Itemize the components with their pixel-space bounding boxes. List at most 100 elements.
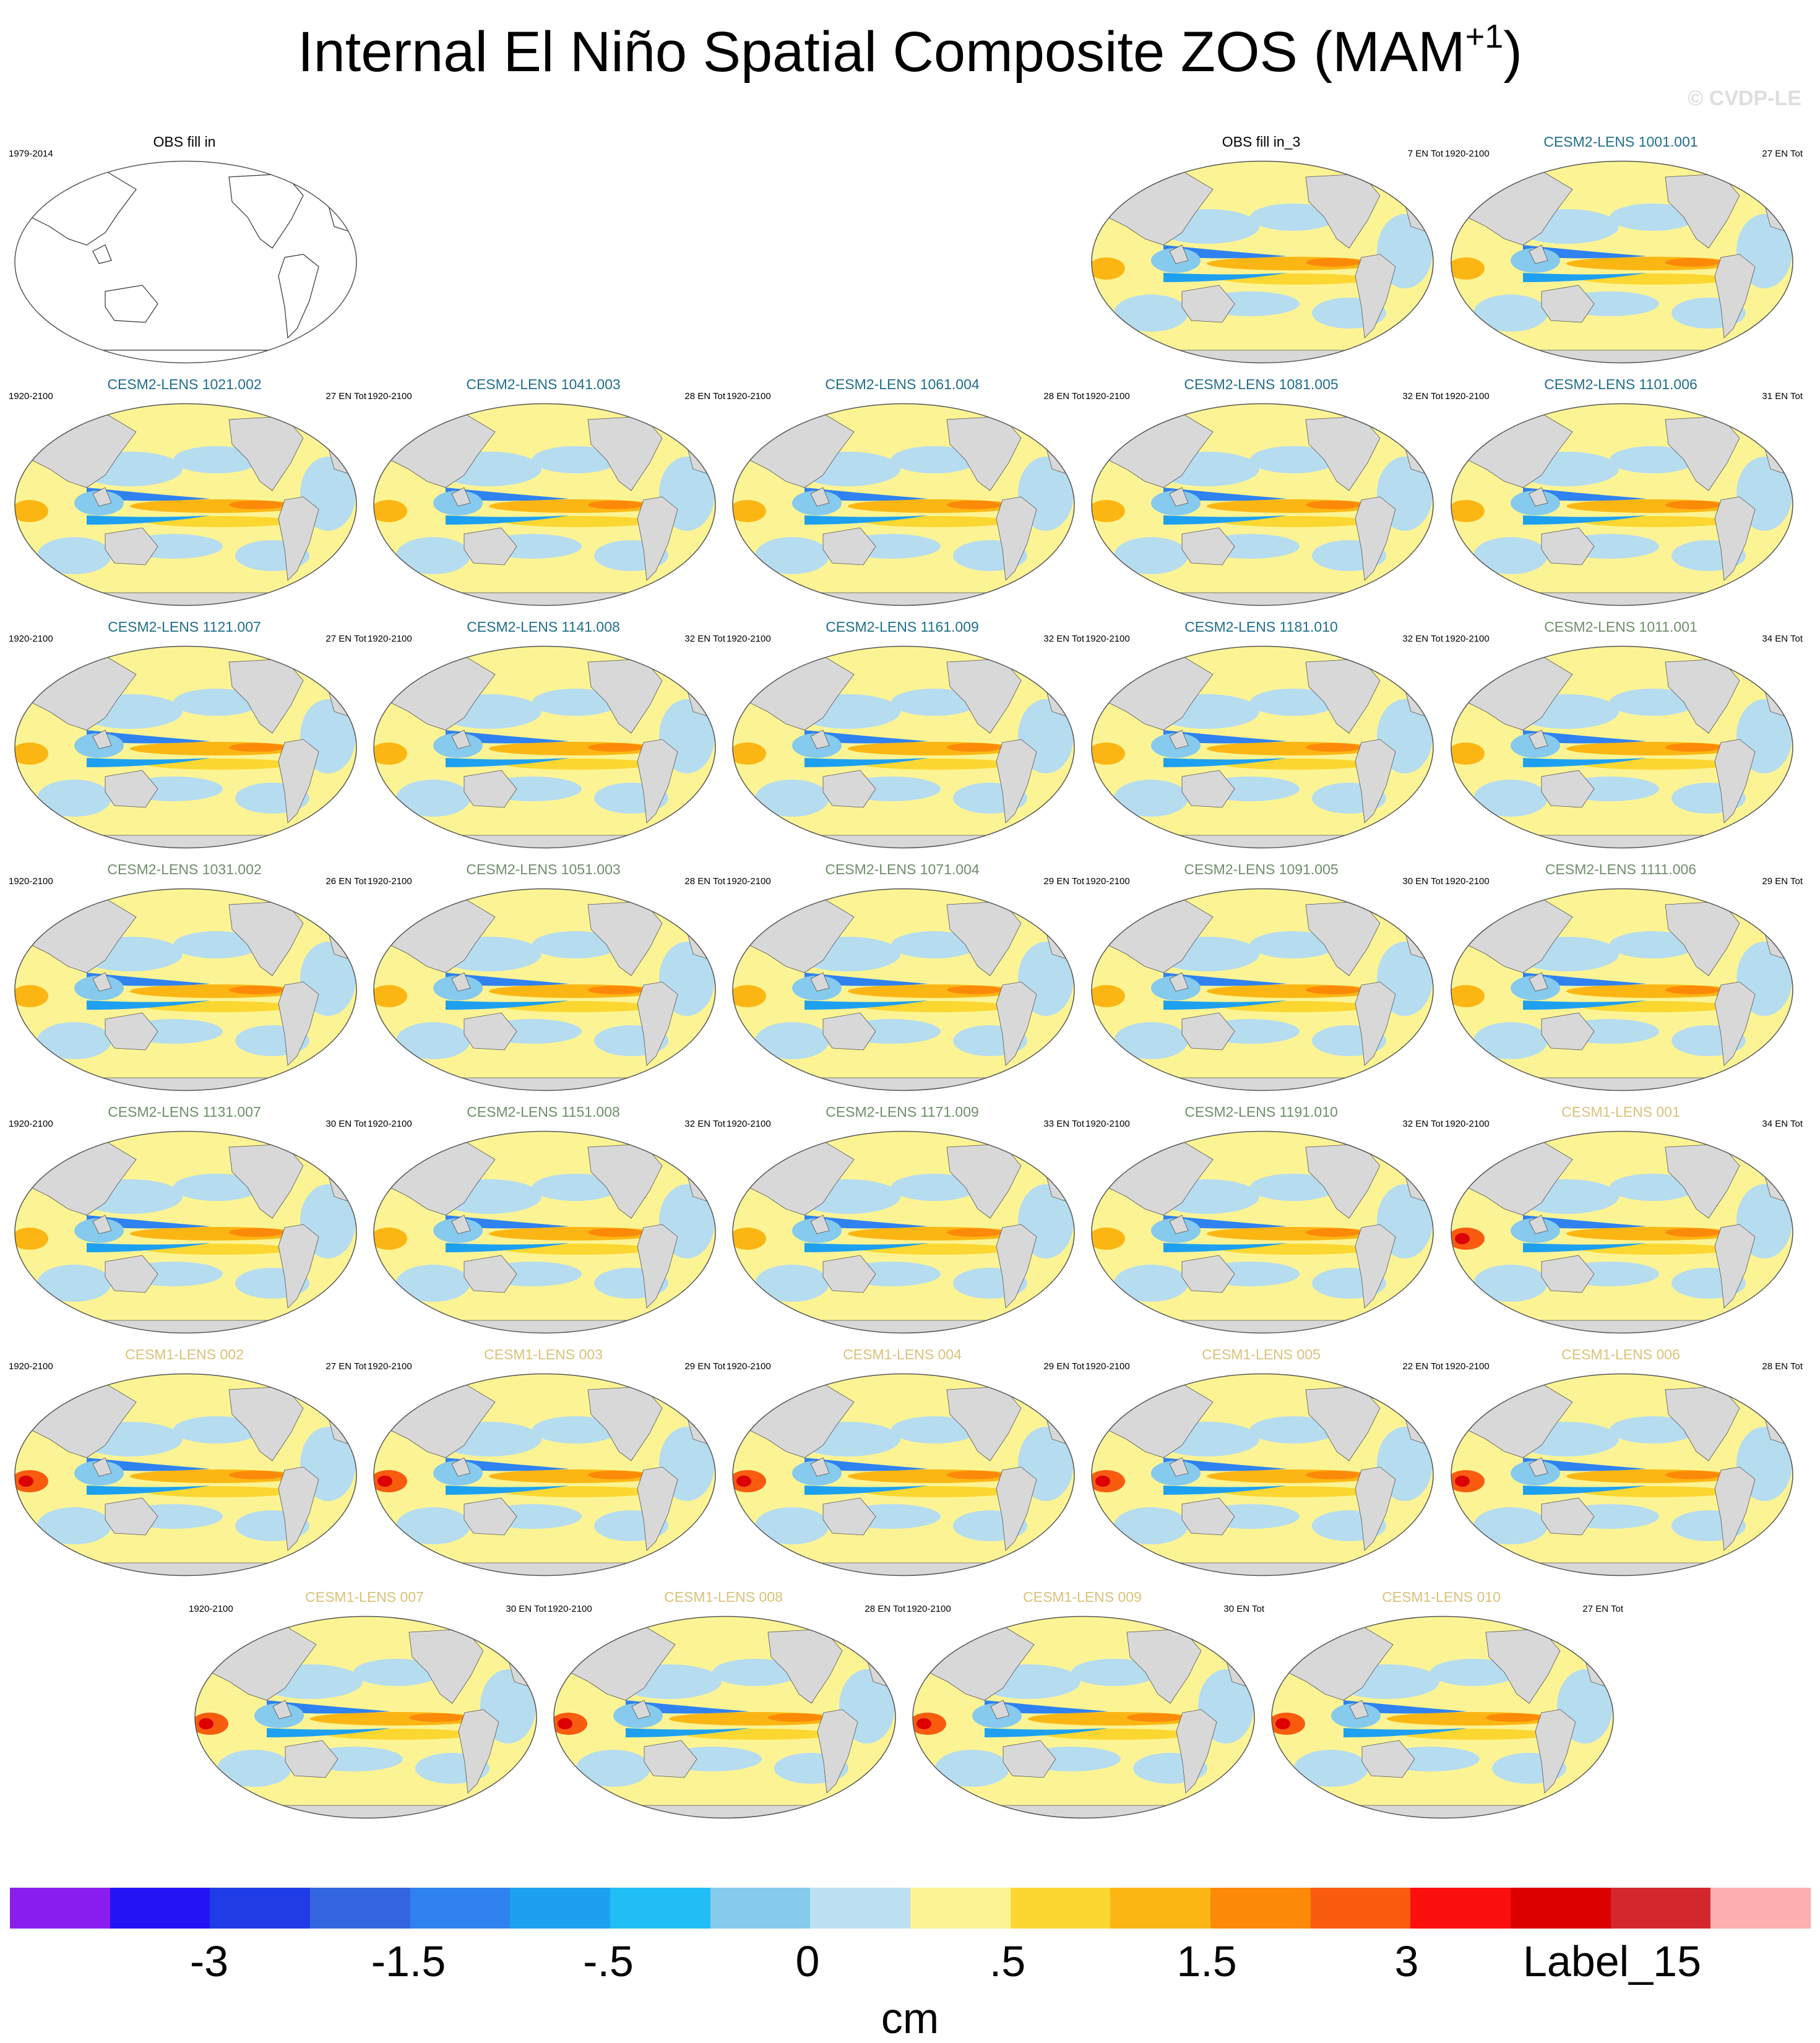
world-map: [1091, 888, 1434, 1091]
panel-title: CESM2-LENS 1121.007: [108, 619, 261, 635]
map-panel: CESM2-LENS 1021.002 1920-2100 27 EN Tot: [6, 374, 366, 615]
world-map: [14, 645, 357, 849]
panel-event-count: 32 EN Tot: [1402, 391, 1443, 402]
world-map: [373, 1373, 716, 1576]
world-map: [14, 1130, 357, 1334]
panel-title: CESM2-LENS 1141.008: [467, 619, 620, 635]
panel-event-count: 32 EN Tot: [1402, 1119, 1443, 1129]
panel-title: CESM1-LENS 002: [125, 1346, 244, 1362]
panel-event-count: 30 EN Tot: [506, 1604, 546, 1614]
world-map: [1451, 1373, 1793, 1576]
panel-period: 1920-2100: [368, 391, 412, 402]
colorbar-swatch: [1210, 1888, 1311, 1929]
world-map: [194, 1615, 537, 1819]
colorbar-swatch: [210, 1888, 311, 1929]
panel-event-count: 27 EN Tot: [326, 634, 366, 644]
map-panel: OBS fill in 1979-2014: [6, 131, 363, 372]
colorbar-tick-label: -3: [189, 1937, 229, 1985]
panel-event-count: 30 EN Tot: [1223, 1604, 1264, 1614]
map-panel: OBS fill in_3 7 EN Tot: [1083, 131, 1443, 372]
colorbar-tick-label: .5: [989, 1937, 1026, 1985]
world-map: [553, 1615, 896, 1819]
map-panel: CESM2-LENS 1151.008 1920-2100 32 EN Tot: [365, 1101, 725, 1343]
panel-title: CESM2-LENS 1001.001: [1543, 134, 1698, 150]
panel-event-count: 29 EN Tot: [1762, 876, 1803, 887]
world-map: [1091, 645, 1434, 849]
colorbar-swatch: [410, 1888, 511, 1929]
panel-period: 1920-2100: [1445, 1119, 1490, 1129]
colorbar-tick-label: 3: [1394, 1937, 1419, 1985]
world-map: [1451, 645, 1793, 849]
panel-period: 1920-2100: [9, 391, 53, 402]
map-panel: CESM2-LENS 1091.005 1920-2100 30 EN Tot: [1083, 859, 1443, 1100]
panel-event-count: 30 EN Tot: [1402, 876, 1443, 887]
panel-event-count: 27 EN Tot: [1582, 1604, 1623, 1614]
panel-period: 1920-2100: [1085, 1119, 1130, 1129]
panel-period: 1920-2100: [368, 876, 412, 887]
watermark: © CVDP-LE: [1688, 87, 1801, 110]
map-panel: CESM2-LENS 1191.010 1920-2100 32 EN Tot: [1083, 1101, 1443, 1343]
world-map: [14, 1373, 357, 1576]
colorbar-unit: cm: [881, 1994, 939, 2042]
panel-period: 1920-2100: [368, 634, 412, 644]
panel-period: 1920-2100: [189, 1604, 233, 1614]
map-panel: CESM2-LENS 1141.008 1920-2100 32 EN Tot: [365, 616, 725, 858]
world-map: [732, 403, 1075, 606]
panel-event-count: 32 EN Tot: [1402, 634, 1443, 644]
figure-title: Internal El Niño Spatial Composite ZOS (…: [298, 18, 1522, 84]
panel-title: CESM1-LENS 004: [843, 1346, 962, 1362]
colorbar-tick-label: Label_15: [1522, 1937, 1702, 1985]
map-panel: CESM2-LENS 1031.002 1920-2100 26 EN Tot: [6, 859, 366, 1100]
colorbar: [10, 1888, 1811, 1929]
world-map: [14, 160, 357, 364]
map-panel: CESM2-LENS 1071.004 1920-2100 29 EN Tot: [724, 859, 1084, 1100]
map-panel: CESM1-LENS 005 1920-2100 22 EN Tot: [1083, 1344, 1443, 1585]
panel-event-count: 28 EN Tot: [1762, 1361, 1803, 1372]
panel-title: CESM1-LENS 005: [1202, 1346, 1321, 1362]
colorbar-swatch: [1010, 1888, 1111, 1929]
panel-title: CESM2-LENS 1101.006: [1544, 376, 1697, 392]
colorbar-swatch: [310, 1888, 410, 1929]
panel-title: CESM2-LENS 1151.008: [467, 1104, 620, 1120]
panel-period: 1920-2100: [1085, 876, 1130, 887]
panel-event-count: 28 EN Tot: [1043, 391, 1084, 402]
panel-event-count: 34 EN Tot: [1762, 634, 1803, 644]
panel-period: 1920-2100: [1445, 1361, 1490, 1372]
panel-title: CESM1-LENS 009: [1023, 1589, 1142, 1605]
panel-period: 1920-2100: [727, 391, 771, 402]
panel-period: 1920-2100: [9, 1119, 53, 1129]
panel-title: CESM2-LENS 1161.009: [826, 619, 979, 635]
world-map: [14, 403, 357, 606]
panel-title: CESM2-LENS 1081.005: [1184, 376, 1339, 392]
map-panel: CESM1-LENS 009 1920-2100 30 EN Tot: [904, 1586, 1264, 1828]
panel-period: 1920-2100: [727, 876, 771, 887]
colorbar-swatch: [1710, 1888, 1811, 1929]
panel-title: CESM2-LENS 1051.003: [466, 861, 621, 877]
map-panel: CESM1-LENS 001 1920-2100 34 EN Tot: [1443, 1101, 1803, 1343]
panel-event-count: 34 EN Tot: [1762, 1119, 1803, 1129]
map-panel: CESM1-LENS 007 1920-2100 30 EN Tot: [186, 1586, 546, 1828]
colorbar-swatch: [910, 1888, 1011, 1929]
panel-event-count: 27 EN Tot: [326, 1361, 366, 1372]
map-panel: CESM2-LENS 1011.001 1920-2100 34 EN Tot: [1443, 616, 1803, 858]
world-map: [912, 1615, 1255, 1819]
world-map: [1451, 160, 1793, 364]
map-panel: CESM2-LENS 1131.007 1920-2100 30 EN Tot: [6, 1101, 366, 1343]
panel-period: 1920-2100: [368, 1361, 412, 1372]
panel-period: 1920-2100: [1445, 876, 1490, 887]
panel-period: 1920-2100: [548, 1604, 592, 1614]
panel-title: CESM2-LENS 1111.006: [1545, 861, 1697, 877]
colorbar-swatch: [810, 1888, 911, 1929]
panel-title: CESM2-LENS 1091.005: [1184, 861, 1339, 877]
map-panel: CESM1-LENS 006 1920-2100 28 EN Tot: [1443, 1344, 1803, 1585]
world-map: [14, 888, 357, 1091]
colorbar-swatch: [1610, 1888, 1711, 1929]
panel-event-count: 7 EN Tot: [1407, 148, 1443, 159]
panel-event-count: 33 EN Tot: [1043, 1119, 1084, 1129]
map-panel: CESM1-LENS 003 1920-2100 29 EN Tot: [365, 1344, 725, 1585]
world-map: [1091, 403, 1434, 606]
world-map: [1451, 1130, 1793, 1334]
panel-event-count: 32 EN Tot: [1043, 634, 1084, 644]
world-map: [1091, 1130, 1434, 1334]
map-panel: CESM1-LENS 004 1920-2100 29 EN Tot: [724, 1344, 1084, 1585]
